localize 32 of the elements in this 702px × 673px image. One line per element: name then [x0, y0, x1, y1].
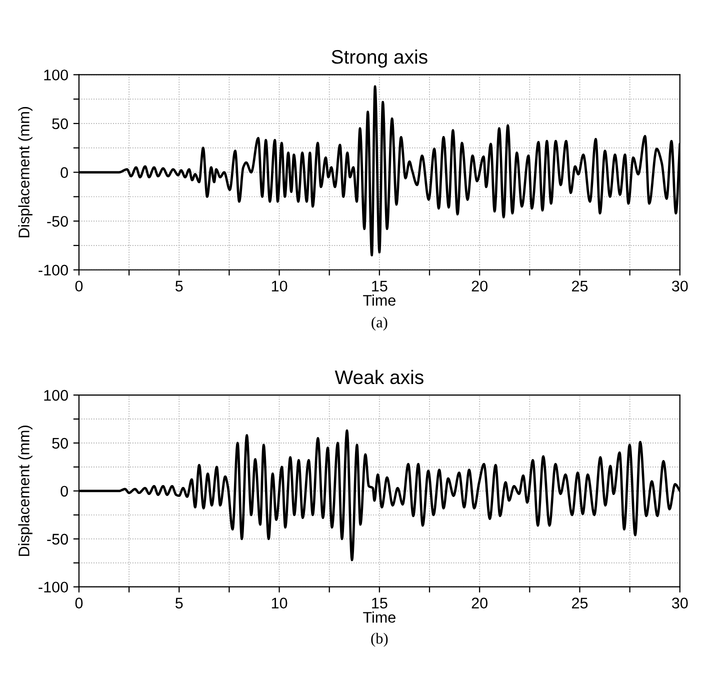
- chart-title: Weak axis: [334, 370, 424, 384]
- x-tick-label: 15: [372, 598, 388, 608]
- x-tick-label: 25: [572, 280, 588, 292]
- text: (a): [372, 316, 388, 331]
- y-tick-label: 50: [52, 118, 68, 130]
- y-tick-label: 100: [44, 390, 68, 401]
- x-tick-label: 10: [272, 280, 288, 292]
- x-tick-label: 30: [672, 598, 688, 608]
- x-tick-label: 10: [272, 598, 288, 608]
- x-tick-label: 20: [472, 598, 488, 608]
- y-tick-label: -50: [47, 534, 68, 545]
- y-axis-title: Displacement (mm): [18, 426, 32, 556]
- x-axis-title: Time: [363, 294, 396, 306]
- x-axis-title: Time: [363, 612, 396, 623]
- y-tick-label: 50: [52, 438, 68, 449]
- y-axis-title: Displacement (mm): [18, 107, 32, 238]
- x-tick-label: 20: [472, 280, 488, 292]
- text: (b): [371, 632, 388, 647]
- y-tick-label: -50: [47, 216, 68, 227]
- x-tick-label: 5: [175, 280, 183, 292]
- y-tick-label: 0: [60, 167, 68, 178]
- y-tick-label: 100: [44, 70, 68, 80]
- x-tick-label: 0: [75, 280, 83, 292]
- x-tick-label: 5: [175, 598, 183, 608]
- y-tick-label: -100: [38, 582, 68, 593]
- y-tick-label: -100: [38, 264, 68, 276]
- x-tick-label: 30: [672, 280, 688, 292]
- x-tick-label: 15: [372, 280, 388, 292]
- x-tick-label: 0: [75, 598, 83, 608]
- x-tick-label: 25: [572, 598, 588, 608]
- y-tick-label: 0: [60, 486, 68, 497]
- chart-title: Strong axis: [332, 50, 428, 68]
